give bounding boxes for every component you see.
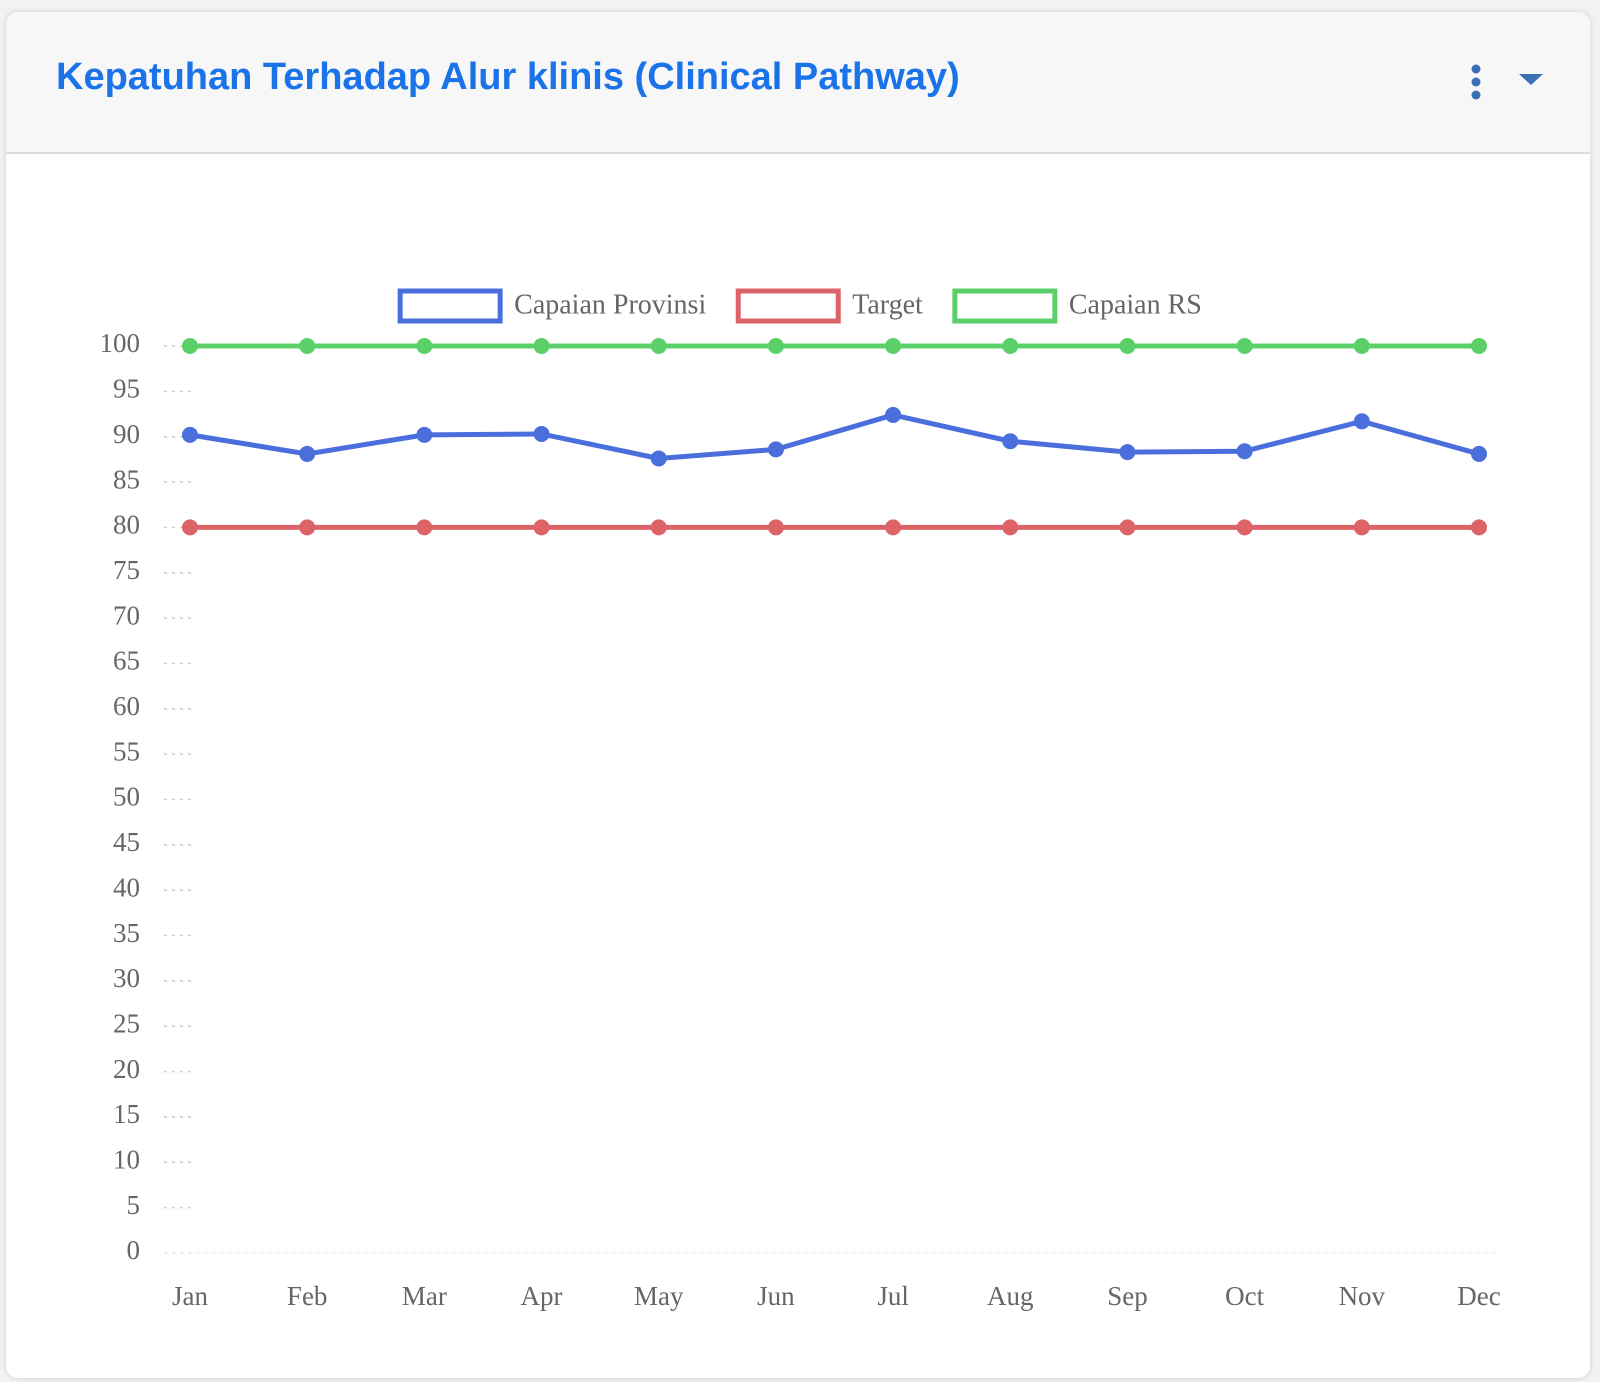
data-point bbox=[1119, 338, 1136, 354]
data-point bbox=[533, 425, 550, 442]
data-point bbox=[182, 519, 198, 536]
data-point bbox=[1119, 519, 1136, 536]
y-tick-label: 25 bbox=[113, 1008, 140, 1038]
data-point bbox=[650, 338, 667, 354]
data-point bbox=[650, 519, 667, 536]
data-point bbox=[182, 426, 198, 443]
legend-label: Target bbox=[852, 289, 923, 320]
data-point bbox=[416, 519, 433, 536]
legend-label: Capaian Provinsi bbox=[514, 289, 706, 320]
y-tick-label: 85 bbox=[113, 464, 140, 494]
y-tick-label: 55 bbox=[113, 736, 140, 766]
data-point bbox=[1353, 519, 1370, 536]
x-tick-label: Jun bbox=[757, 1281, 795, 1311]
y-tick-label: 100 bbox=[100, 328, 141, 358]
x-tick-label: Feb bbox=[287, 1281, 328, 1311]
y-tick-label: 0 bbox=[127, 1235, 141, 1265]
y-tick-label: 10 bbox=[113, 1145, 140, 1175]
data-point bbox=[1236, 443, 1253, 460]
data-point bbox=[1471, 519, 1487, 536]
x-tick-label: Oct bbox=[1225, 1281, 1264, 1311]
x-tick-label: Sep bbox=[1107, 1281, 1148, 1311]
x-tick-label: May bbox=[634, 1281, 684, 1311]
legend-swatch bbox=[735, 288, 841, 324]
data-point bbox=[885, 406, 902, 423]
card-header: Kepatuhan Terhadap Alur klinis (Clinical… bbox=[6, 12, 1590, 154]
y-tick-label: 15 bbox=[113, 1099, 140, 1129]
y-tick-label: 75 bbox=[113, 555, 140, 585]
data-point bbox=[1002, 519, 1019, 536]
chart-title: Kepatuhan Terhadap Alur klinis (Clinical… bbox=[56, 56, 960, 98]
y-tick-label: 65 bbox=[113, 646, 140, 676]
data-point bbox=[767, 519, 784, 536]
series-line bbox=[189, 412, 1480, 461]
y-tick-label: 35 bbox=[113, 918, 140, 948]
collapse-icon[interactable] bbox=[1518, 72, 1544, 88]
card: Kepatuhan Terhadap Alur klinis (Clinical… bbox=[6, 12, 1590, 1378]
y-tick-label: 50 bbox=[113, 782, 140, 812]
data-point bbox=[1236, 519, 1253, 536]
y-tick-label: 95 bbox=[113, 374, 140, 404]
x-tick-label: Dec bbox=[1457, 1281, 1500, 1311]
y-tick-label: 40 bbox=[113, 872, 140, 902]
data-point bbox=[299, 519, 316, 536]
data-point bbox=[299, 445, 316, 462]
y-tick-label: 90 bbox=[113, 419, 140, 449]
legend-swatch bbox=[397, 288, 503, 324]
data-point bbox=[1353, 413, 1370, 430]
data-point bbox=[299, 338, 316, 354]
y-tick-label: 30 bbox=[113, 963, 140, 993]
y-tick-label: 70 bbox=[113, 600, 140, 630]
data-point bbox=[1119, 444, 1136, 461]
data-point bbox=[1236, 338, 1253, 354]
data-point bbox=[1002, 433, 1019, 450]
x-tick-label: Aug bbox=[987, 1281, 1034, 1311]
y-tick-label: 45 bbox=[113, 827, 140, 857]
legend-label: Capaian RS bbox=[1069, 289, 1202, 320]
y-tick-label: 80 bbox=[113, 510, 140, 540]
data-point bbox=[533, 338, 550, 354]
x-tick-label: Nov bbox=[1339, 1281, 1386, 1311]
x-tick-label: Jan bbox=[172, 1281, 208, 1311]
y-tick-label: 20 bbox=[113, 1054, 140, 1084]
data-point bbox=[1353, 338, 1370, 354]
menu-icon[interactable] bbox=[1466, 62, 1486, 106]
data-point bbox=[1002, 338, 1019, 354]
data-point bbox=[885, 519, 902, 536]
x-tick-label: Jul bbox=[877, 1281, 909, 1311]
legend-swatch bbox=[952, 288, 1058, 324]
data-point bbox=[1471, 338, 1487, 354]
data-point bbox=[416, 338, 433, 354]
data-point bbox=[1471, 445, 1487, 462]
data-point bbox=[182, 338, 198, 354]
x-tick-label: Mar bbox=[402, 1281, 447, 1311]
data-point bbox=[650, 450, 667, 467]
data-point bbox=[767, 441, 784, 458]
data-point bbox=[416, 426, 433, 443]
y-tick-label: 5 bbox=[127, 1190, 141, 1220]
data-point bbox=[767, 338, 784, 354]
x-tick-label: Apr bbox=[521, 1281, 563, 1311]
data-point bbox=[533, 519, 550, 536]
y-tick-label: 60 bbox=[113, 691, 140, 721]
data-point bbox=[885, 338, 902, 354]
